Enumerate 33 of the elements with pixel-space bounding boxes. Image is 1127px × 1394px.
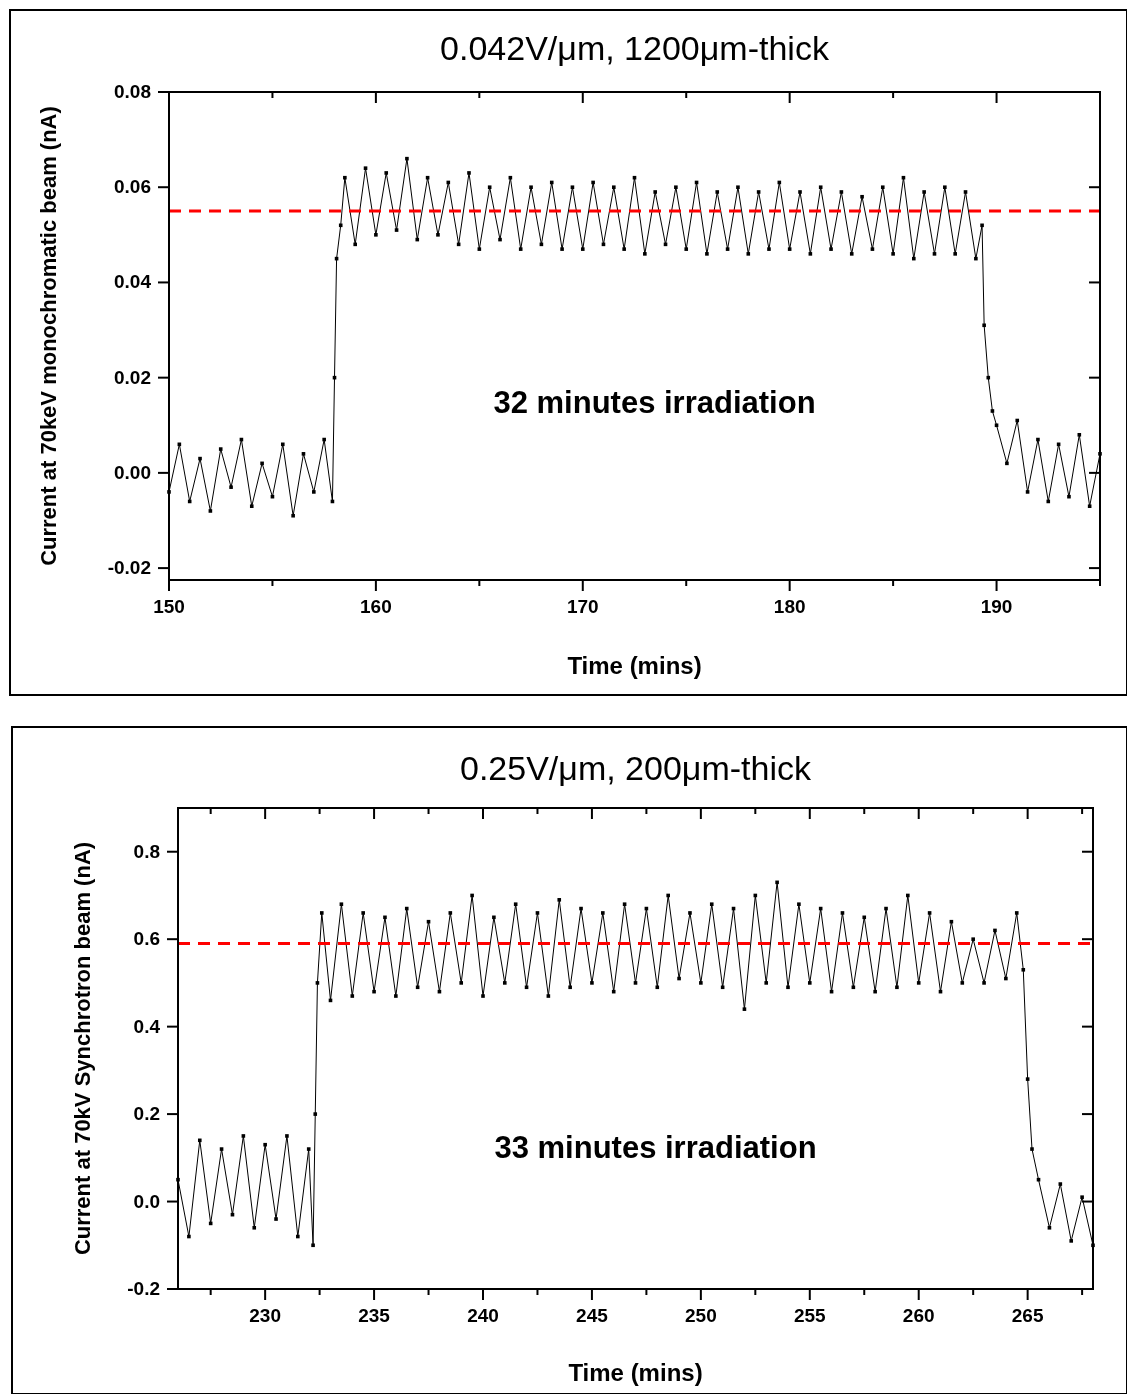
x-tick-label: 245 [576, 1305, 609, 1326]
y-axis-title: Current at 70kV Synchrotron beam (nA) [70, 841, 95, 1256]
x-axis-title: Time (mins) [568, 1359, 703, 1386]
x-axis-title: Time (mins) [567, 652, 702, 679]
x-tick-label: 250 [685, 1305, 717, 1326]
annotation: 32 minutes irradiation [493, 385, 816, 420]
x-tick-label: 255 [793, 1305, 827, 1326]
x-tick-label: 190 [980, 596, 1013, 617]
chart-title: 0.042V/μm, 1200μm-thick [440, 29, 830, 67]
y-tick-label: 0.2 [133, 1103, 160, 1125]
x-tick-label: 230 [249, 1305, 281, 1326]
y-tick-label: 0.0 [133, 1190, 160, 1212]
x-tick-label: 235 [358, 1305, 391, 1326]
y-axis-title: Current at 70keV monochromatic beam (nA) [36, 106, 61, 566]
y-tick-label: 0.02 [114, 366, 151, 388]
chart-title: 0.25V/μm, 200μm-thick [460, 749, 812, 787]
x-tick-label: 260 [902, 1305, 935, 1326]
x-tick-label: 150 [153, 596, 185, 617]
y-tick-label: 0.8 [133, 840, 160, 862]
y-tick-label: 0.00 [114, 461, 151, 483]
x-tick-label: 180 [773, 596, 806, 617]
y-tick-label: -0.02 [107, 557, 151, 579]
y-tick-label: 0.6 [133, 928, 160, 950]
annotation: 33 minutes irradiation [494, 1130, 817, 1165]
y-tick-label: 0.4 [133, 1015, 161, 1037]
x-tick-label: 160 [360, 596, 392, 617]
y-tick-label: 0.04 [114, 271, 152, 293]
y-tick-label: 0.08 [114, 81, 151, 102]
y-tick-label: 0.06 [114, 176, 151, 198]
x-tick-label: 170 [566, 596, 599, 617]
x-tick-label: 240 [467, 1305, 499, 1326]
y-tick-label: -0.2 [127, 1278, 160, 1299]
x-tick-label: 265 [1011, 1305, 1044, 1326]
